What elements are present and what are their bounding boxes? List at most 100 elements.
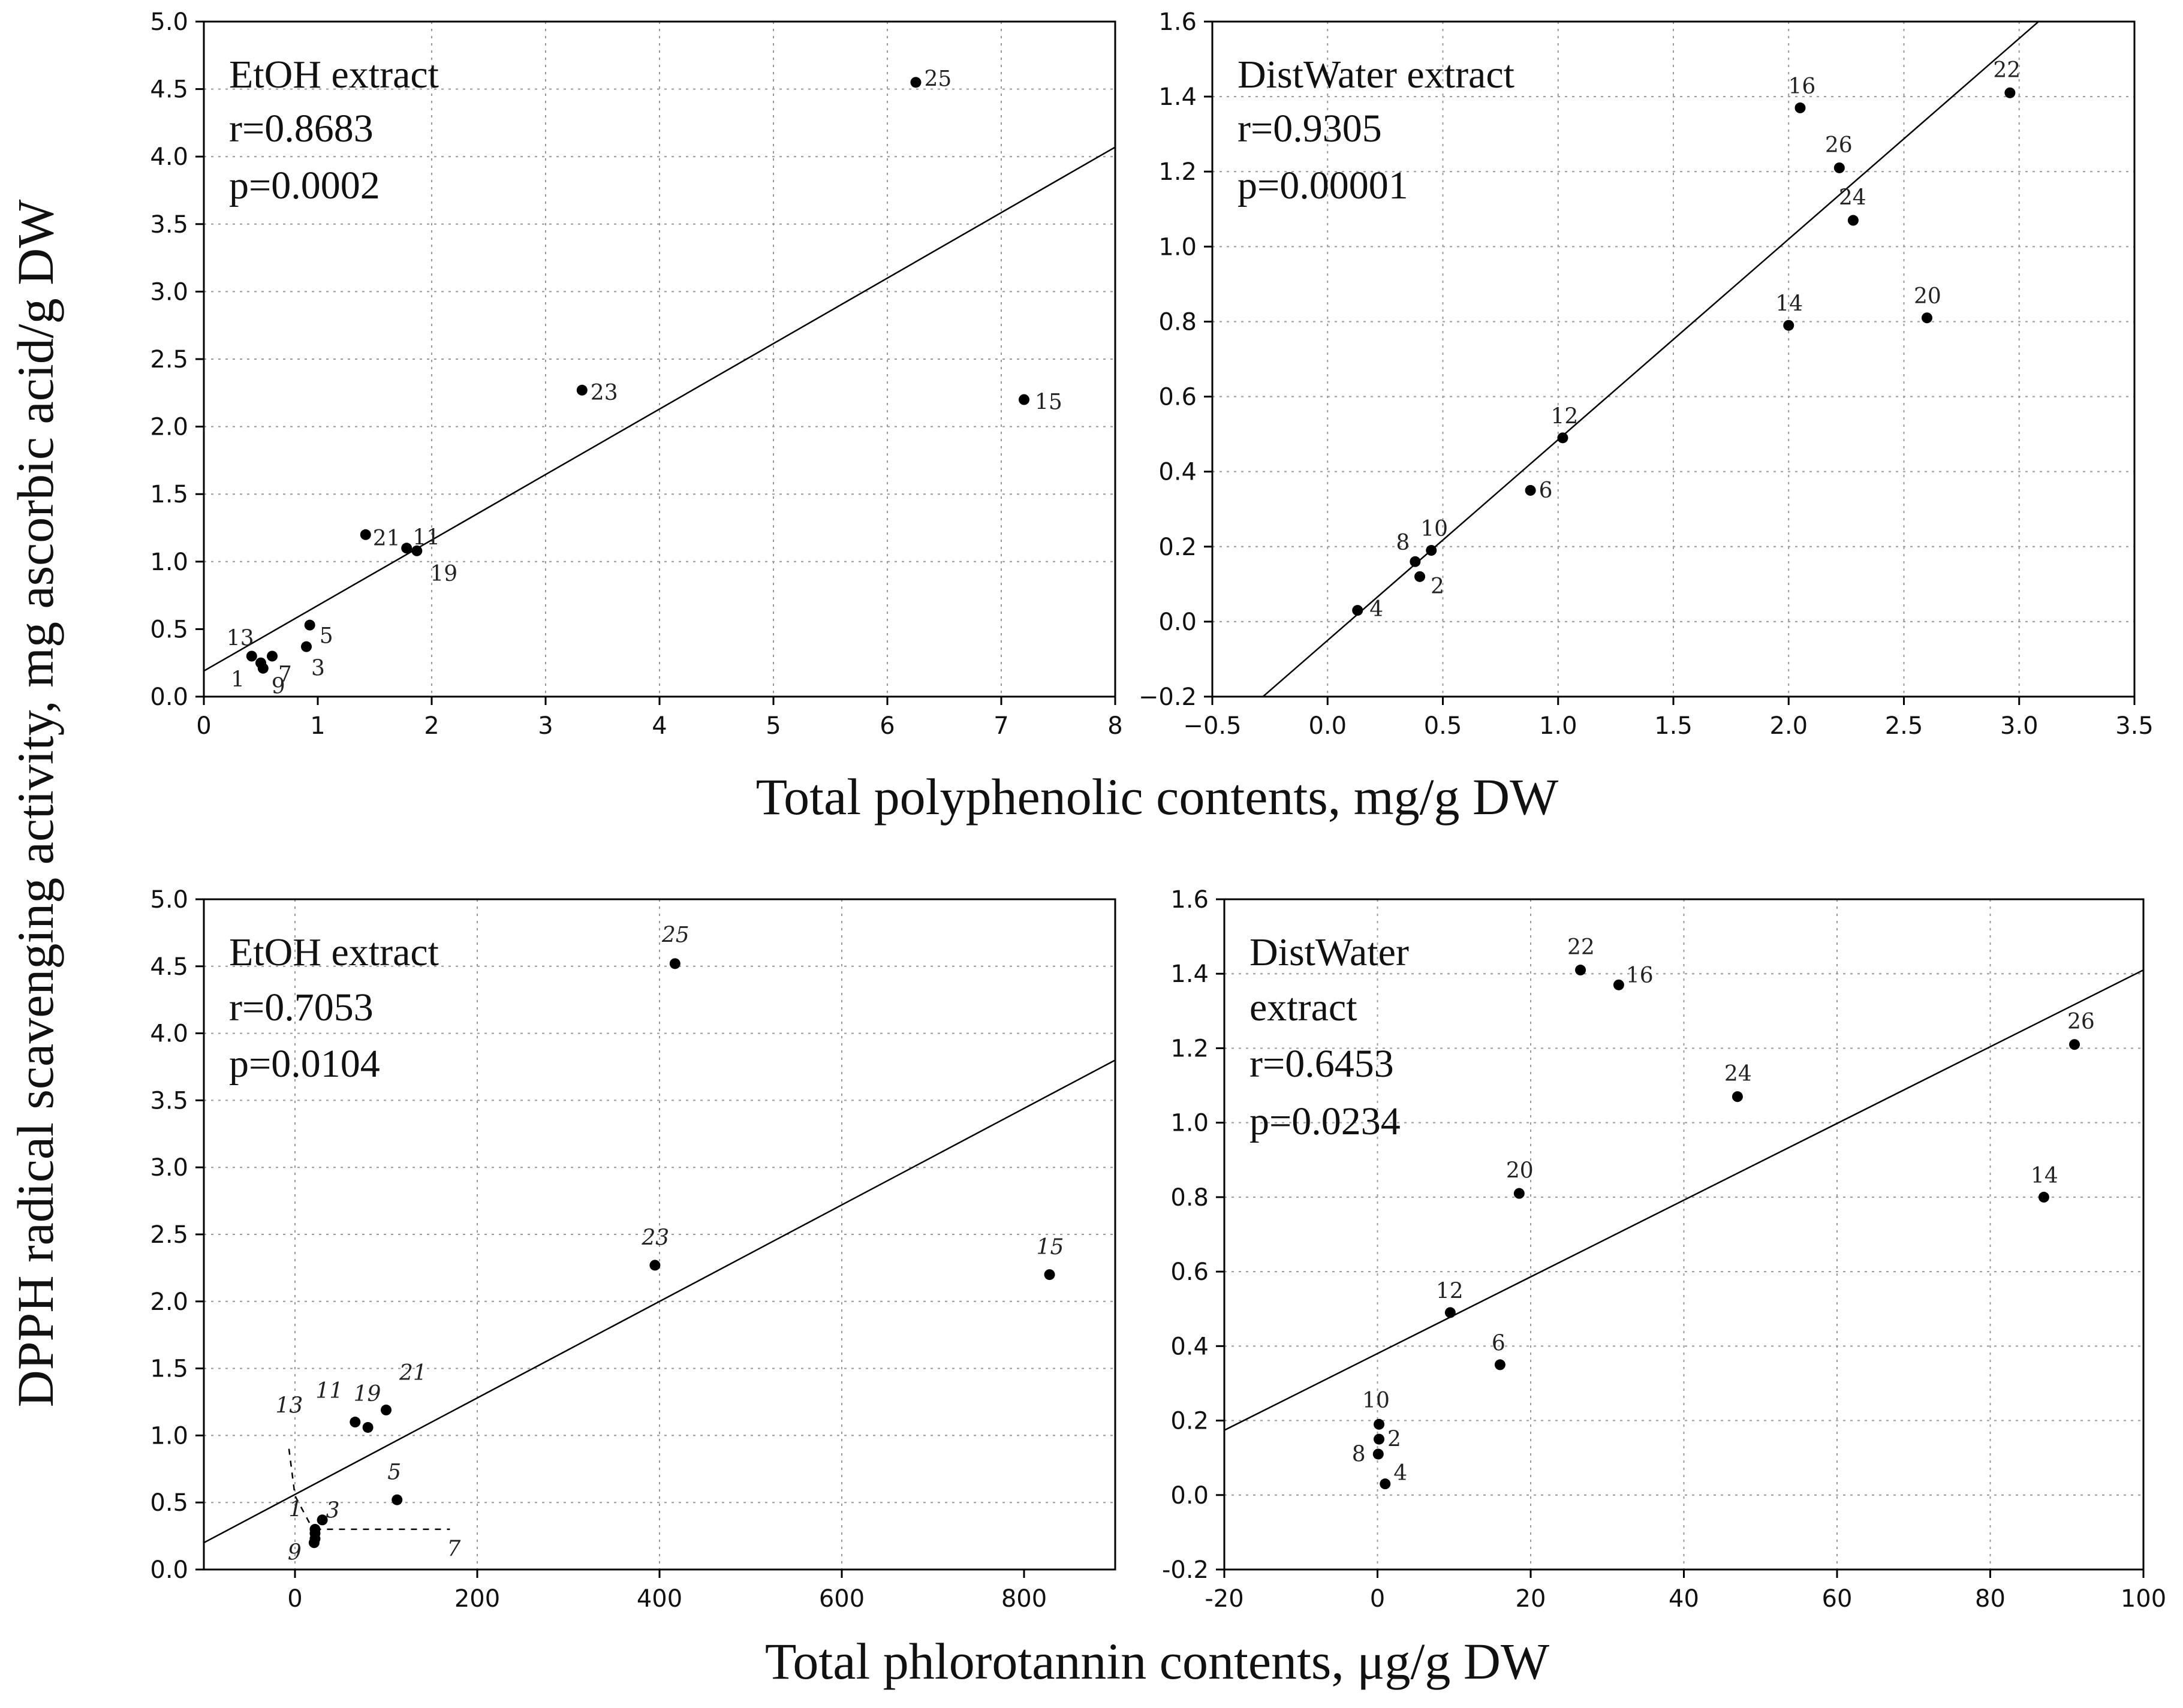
y-tick-label: 0.6: [1158, 384, 1197, 411]
point-label-15: 15: [1037, 1235, 1064, 1260]
data-point-8: [1410, 556, 1421, 567]
data-point-5: [304, 619, 315, 631]
x-tick-label: 1: [310, 712, 325, 740]
point-label-26: 26: [1825, 133, 1853, 158]
y-tick-label: 5.0: [150, 886, 188, 914]
point-label-15: 15: [1035, 390, 1062, 415]
x-tick-label: 6: [880, 712, 895, 740]
data-point-25: [669, 958, 681, 969]
regression-line: [204, 1059, 1115, 1544]
panel-annotation: r=0.6453: [1249, 1042, 1394, 1086]
panel-annotation: r=0.7053: [229, 986, 374, 1029]
x-tick-label: 60: [1822, 1585, 1853, 1613]
point-label-10: 10: [1420, 517, 1448, 541]
y-tick-label: 2.0: [150, 414, 188, 441]
x-tick-label: 800: [1001, 1585, 1047, 1613]
data-point-12: [1557, 432, 1568, 444]
x-tick-label: 5: [766, 712, 781, 740]
y-tick-label: 0.2: [1170, 1408, 1209, 1435]
label-leader-line: [288, 1446, 316, 1534]
point-label-12: 12: [1436, 1279, 1464, 1303]
y-tick-label: 4.0: [150, 143, 188, 171]
panel-title: EtOH extract: [229, 53, 439, 97]
point-label-6: 6: [1539, 478, 1553, 503]
y-tick-label: 1.0: [1170, 1110, 1209, 1137]
data-point-22: [2004, 87, 2016, 98]
data-point-19: [362, 1421, 374, 1433]
point-label-8: 8: [1396, 531, 1410, 555]
panel-title: DistWater extract: [1237, 53, 1514, 97]
y-tick-label: 1.5: [150, 481, 188, 508]
x-tick-label: 3.0: [2000, 712, 2039, 740]
x-axis-label-bottom: Total phlorotannin contents, μg/g DW: [765, 1632, 1549, 1690]
y-tick-label: 5.0: [150, 8, 188, 36]
data-point-3: [317, 1514, 328, 1526]
data-point-15: [1044, 1269, 1055, 1281]
data-point-11: [350, 1417, 361, 1428]
point-label-16: 16: [1788, 74, 1815, 99]
point-label-1: 1: [288, 1498, 302, 1522]
data-point-2: [1414, 571, 1426, 582]
y-tick-label: 1.5: [150, 1355, 188, 1383]
point-label-3: 3: [326, 1498, 340, 1523]
x-tick-label: 7: [993, 712, 1008, 740]
x-tick-label: 200: [454, 1585, 500, 1613]
point-label-26: 26: [2067, 1010, 2095, 1034]
y-tick-label: 3.5: [150, 211, 188, 239]
data-point-13: [246, 650, 257, 662]
x-tick-label: 3.5: [2115, 712, 2154, 740]
point-label-23: 23: [641, 1225, 669, 1250]
point-label-4: 4: [1393, 1461, 1407, 1486]
point-label-14: 14: [1775, 292, 1803, 317]
data-point-14: [1783, 320, 1794, 331]
data-point-15: [1019, 394, 1029, 405]
data-point-19: [411, 545, 423, 556]
point-label-4: 4: [1369, 597, 1383, 622]
y-tick-label: 4.5: [150, 953, 188, 981]
y-tick-label: 1.2: [1158, 158, 1197, 186]
point-label-9: 9: [272, 674, 285, 699]
y-tick-label: 0.2: [1158, 534, 1197, 561]
y-tick-label: 0.0: [1158, 609, 1197, 636]
point-label-21: 21: [399, 1361, 427, 1385]
x-tick-label: 0: [1370, 1585, 1385, 1613]
y-tick-label: 1.2: [1170, 1035, 1209, 1062]
panel-annotation: p=0.0234: [1249, 1099, 1401, 1143]
x-tick-label: 2: [424, 712, 439, 740]
y-tick-label: 3.0: [150, 1154, 188, 1182]
point-label-2: 2: [1387, 1427, 1401, 1452]
regression-line: [204, 146, 1115, 672]
y-tick-label: 0.0: [1170, 1482, 1209, 1510]
y-tick-label: −0.2: [1139, 683, 1197, 711]
data-point-5: [392, 1494, 403, 1505]
data-point-21: [381, 1404, 392, 1415]
x-tick-label: 0: [196, 712, 211, 740]
point-label-24: 24: [1839, 186, 1866, 210]
point-label-25: 25: [925, 67, 952, 91]
x-tick-label: 40: [1669, 1585, 1699, 1613]
x-tick-label: 8: [1107, 712, 1122, 740]
data-point-12: [1444, 1307, 1456, 1318]
y-tick-label: 0.8: [1170, 1184, 1209, 1212]
y-tick-label: 0.4: [1170, 1333, 1209, 1360]
point-label-5: 5: [387, 1460, 401, 1485]
y-tick-label: 1.4: [1170, 960, 1209, 988]
point-label-12: 12: [1550, 404, 1578, 429]
point-label-20: 20: [1914, 284, 1941, 309]
data-point-25: [910, 77, 922, 88]
regression-line: [1261, 22, 2040, 697]
point-label-24: 24: [1724, 1062, 1752, 1086]
panel-annotation: p=0.00001: [1237, 164, 1408, 207]
data-point-9: [257, 662, 269, 674]
regression-line: [1224, 969, 2143, 1431]
y-tick-label: -0.2: [1162, 1556, 1209, 1584]
point-label-21: 21: [373, 526, 401, 551]
data-point-7: [267, 650, 278, 662]
point-label-2: 2: [1431, 574, 1444, 599]
panel-annotation: p=0.0104: [229, 1042, 380, 1086]
point-label-23: 23: [591, 381, 618, 405]
data-point-22: [1575, 965, 1586, 976]
data-point-10: [1374, 1418, 1385, 1430]
panel-d-water-phlorotannin: -20 0 20 40 60 80 100 -0.2 0.0 0.2 0.4 0.6 0.8 1.0 1.2…: [1162, 886, 2166, 1613]
